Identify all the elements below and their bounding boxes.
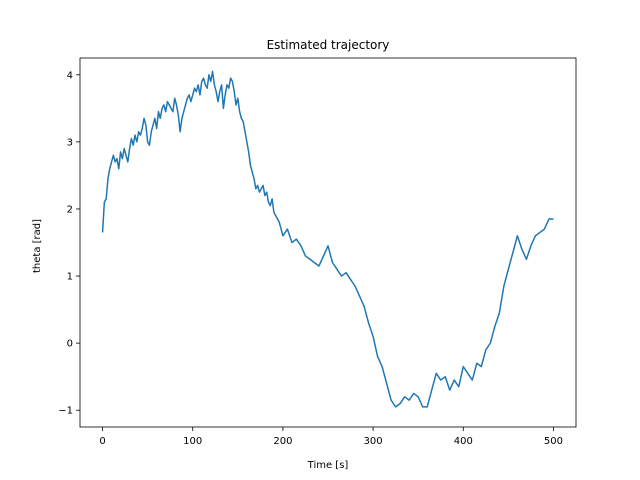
plot-frame xyxy=(79,57,577,428)
x-tick-label: 400 xyxy=(454,436,473,447)
x-tick-label: 500 xyxy=(544,436,563,447)
x-tick-label: 300 xyxy=(364,436,383,447)
x-axis-label: Time [s] xyxy=(307,460,349,471)
trajectory-line xyxy=(101,70,554,408)
y-axis-label: theta [rad] xyxy=(32,219,43,273)
x-tick-label: 0 xyxy=(99,436,105,447)
y-tick-label: 4 xyxy=(67,70,73,81)
y-tick-label: 2 xyxy=(67,204,73,215)
x-tick-label: 100 xyxy=(183,436,202,447)
y-tick-label: 1 xyxy=(67,272,73,283)
y-tick-label: 0 xyxy=(67,339,73,350)
y-axis-ticks: −1 0 1 2 3 4 xyxy=(58,70,80,417)
y-tick-label: 3 xyxy=(67,137,73,148)
x-axis-ticks: 0 100 200 300 400 500 xyxy=(99,427,563,447)
y-tick-label: −1 xyxy=(58,406,73,417)
chart-title: Estimated trajectory xyxy=(267,38,390,52)
x-tick-label: 200 xyxy=(273,436,292,447)
